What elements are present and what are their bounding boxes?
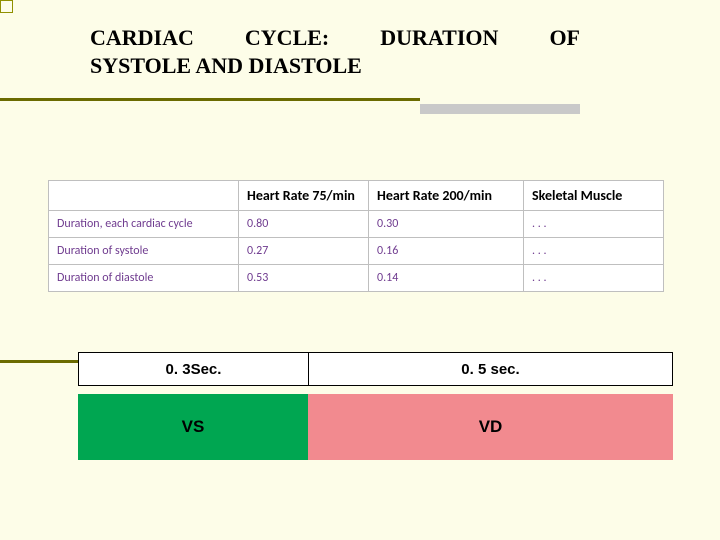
table-header-row: Heart Rate 75/min Heart Rate 200/min Ske… [49,181,664,211]
cardiac-data-table: Heart Rate 75/min Heart Rate 200/min Ske… [48,180,664,292]
corner-bullet [0,0,13,13]
cell: 0.16 [369,238,524,265]
phase-blocks: VS VD [78,394,673,460]
table-row: Duration, each cardiac cycle 0.80 0.30 .… [49,211,664,238]
cell: 0.80 [239,211,369,238]
vd-block: VD [308,394,673,460]
cell: . . . [524,211,664,238]
slide-title-line1: CARDIAC CYCLE: DURATION OF [90,24,580,52]
cardiac-table: Heart Rate 75/min Heart Rate 200/min Ske… [48,180,663,292]
title-rule-shadow [420,104,580,114]
col-header-3: Skeletal Muscle [524,181,664,211]
cell: 0.27 [239,238,369,265]
col-header-2: Heart Rate 200/min [369,181,524,211]
cell: 0.53 [239,265,369,292]
table-row: Duration of diastole 0.53 0.14 . . . [49,265,664,292]
table-row: Duration of systole 0.27 0.16 . . . [49,238,664,265]
row-label: Duration of systole [49,238,239,265]
col-header-1: Heart Rate 75/min [239,181,369,211]
left-accent-rule [0,360,78,363]
duration-systole-label: 0. 3Sec. [79,353,309,385]
duration-bar: 0. 3Sec. 0. 5 sec. [78,352,673,386]
title-rule-main [0,98,420,101]
slide-title-block: CARDIAC CYCLE: DURATION OF SYSTOLE AND D… [90,24,580,79]
row-label: Duration, each cardiac cycle [49,211,239,238]
slide-title-line2: SYSTOLE AND DIASTOLE [90,52,580,80]
cell: 0.30 [369,211,524,238]
row-label: Duration of diastole [49,265,239,292]
cell: . . . [524,238,664,265]
duration-diastole-label: 0. 5 sec. [309,353,672,385]
vs-block: VS [78,394,308,460]
col-header-0 [49,181,239,211]
cell: . . . [524,265,664,292]
cell: 0.14 [369,265,524,292]
